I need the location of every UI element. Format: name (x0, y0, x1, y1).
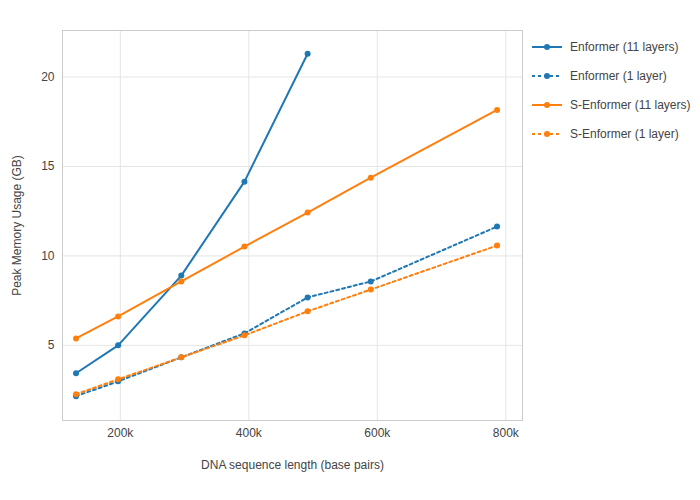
svg-text:20: 20 (41, 70, 55, 84)
svg-text:200k: 200k (107, 426, 134, 440)
svg-text:800k: 800k (493, 426, 520, 440)
svg-text:400k: 400k (236, 426, 263, 440)
svg-text:DNA sequence length (base pair: DNA sequence length (base pairs) (201, 458, 384, 472)
svg-text:10: 10 (41, 249, 55, 263)
html-text:Enformer (11 layers): Enformer (11 layers) (570, 39, 679, 54)
html-text:S-Enformer (11 layers): S-Enformer (11 layers) (570, 97, 691, 112)
svg-text:600k: 600k (364, 426, 391, 440)
svg-text:5: 5 (48, 338, 55, 352)
svg-text:Peak Memory Usage (GB): Peak Memory Usage (GB) (10, 155, 24, 296)
svg-text:15: 15 (41, 159, 55, 173)
html-text:Enformer (1 layer): Enformer (1 layer) (570, 68, 667, 83)
html-text:S-Enformer (1 layer): S-Enformer (1 layer) (570, 126, 679, 141)
